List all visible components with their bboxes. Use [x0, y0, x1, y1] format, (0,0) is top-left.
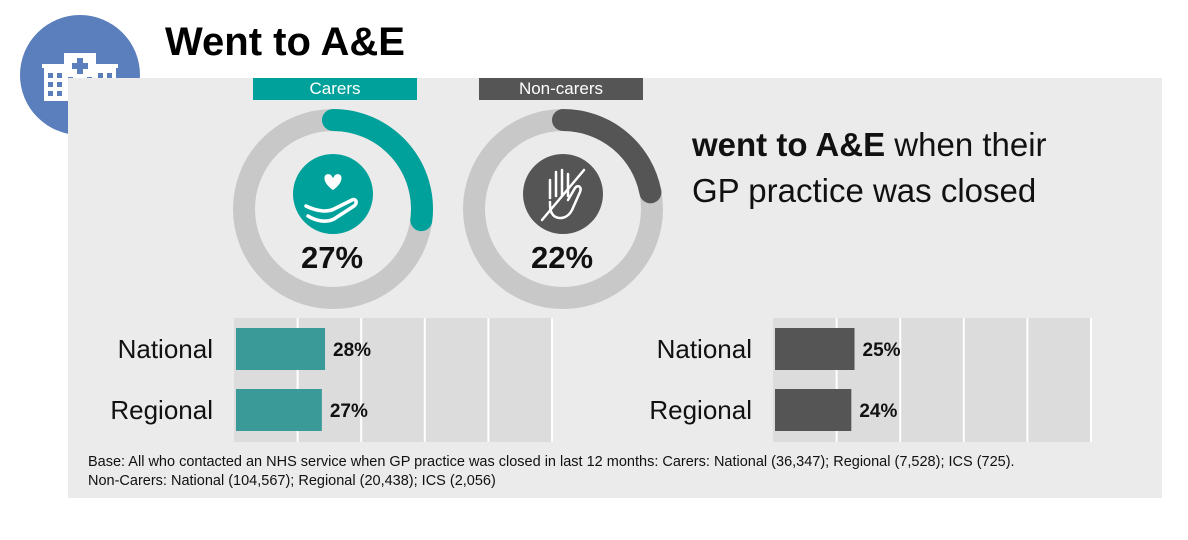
noncarers-national-label: National: [656, 334, 752, 364]
caring-hand-heart-icon: [304, 174, 358, 223]
carers-value-label-national: 28%: [333, 340, 371, 361]
noncarers-bar-chart: 25% 24%: [773, 318, 1092, 442]
noncarers-percentage: 22%: [530, 240, 594, 275]
noncarers-label: Non-carers: [479, 78, 643, 100]
carers-percentage: 27%: [300, 240, 364, 275]
carers-bar-chart: 28% 27%: [234, 318, 553, 442]
statement-line-2: GP practice was closed: [692, 172, 1037, 209]
noncarers-donut: [463, 109, 663, 309]
statement-rest: when their: [885, 126, 1047, 163]
noncarers-regional-label: Regional: [649, 395, 752, 425]
carers-bar-national: [236, 328, 326, 370]
carers-value-label-regional: 27%: [330, 401, 368, 422]
statement-line-1: went to A&E when their: [692, 122, 1047, 168]
carers-icon-circle: [293, 154, 373, 234]
page-title: Went to A&E: [165, 20, 405, 64]
noncarers-value-label-regional: 24%: [859, 401, 897, 422]
carers-bar-regional: [236, 389, 322, 431]
noncarers-bar-regional: [775, 389, 852, 431]
noncarers-value-label-national: 25%: [863, 340, 901, 361]
base-footnote: Base: All who contacted an NHS service w…: [88, 453, 1148, 491]
footnote-line-1: Base: All who contacted an NHS service w…: [88, 454, 1015, 470]
carers-donut-arc: [322, 109, 433, 232]
statement-bold: went to A&E: [692, 126, 886, 163]
carers-donut: [233, 109, 433, 309]
carers-label: Carers: [253, 78, 417, 100]
carers-regional-label: Regional: [110, 395, 213, 425]
crossed-out-hand-icon: [540, 168, 586, 222]
carers-national-label: National: [117, 334, 213, 364]
noncarers-donut-arc: [552, 109, 662, 204]
statement-text: went to A&E when their GP practice was c…: [692, 122, 1047, 214]
footnote-line-2: Non-Carers: National (104,567); Regional…: [88, 473, 496, 489]
noncarers-bar-national: [775, 328, 855, 370]
